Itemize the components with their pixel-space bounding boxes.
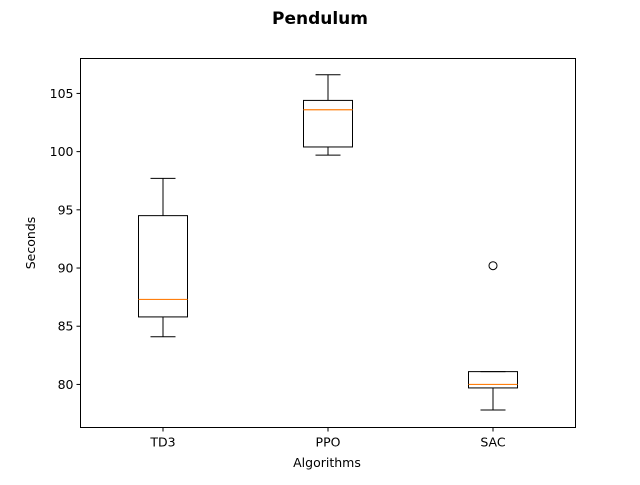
x-tick-label: TD3 — [149, 435, 175, 450]
box-td3 — [138, 177, 188, 338]
y-tick-label: 85 — [58, 319, 74, 334]
box-ppo — [303, 74, 353, 156]
y-axis: 80 85 90 95 100 105 — [50, 86, 81, 392]
outlier-point — [488, 261, 498, 271]
x-axis-label: Algorithms — [293, 455, 361, 470]
box-iqr — [468, 371, 518, 389]
box-iqr — [138, 215, 188, 318]
y-tick-label: 90 — [58, 261, 74, 276]
chart-title: Pendulum — [272, 9, 368, 29]
y-axis-label: Seconds — [23, 217, 38, 270]
x-axis: TD3 PPO SAC — [149, 427, 506, 450]
x-tick-label: SAC — [480, 435, 505, 450]
x-tick-label: PPO — [316, 435, 341, 450]
box-sac — [468, 261, 518, 411]
y-tick-label: 105 — [50, 86, 74, 101]
boxes — [138, 74, 518, 411]
y-tick-label: 95 — [58, 202, 74, 217]
y-tick-label: 100 — [50, 144, 74, 159]
y-tick-label: 80 — [58, 377, 74, 392]
box-iqr — [303, 99, 353, 148]
plot-frame — [80, 58, 576, 428]
